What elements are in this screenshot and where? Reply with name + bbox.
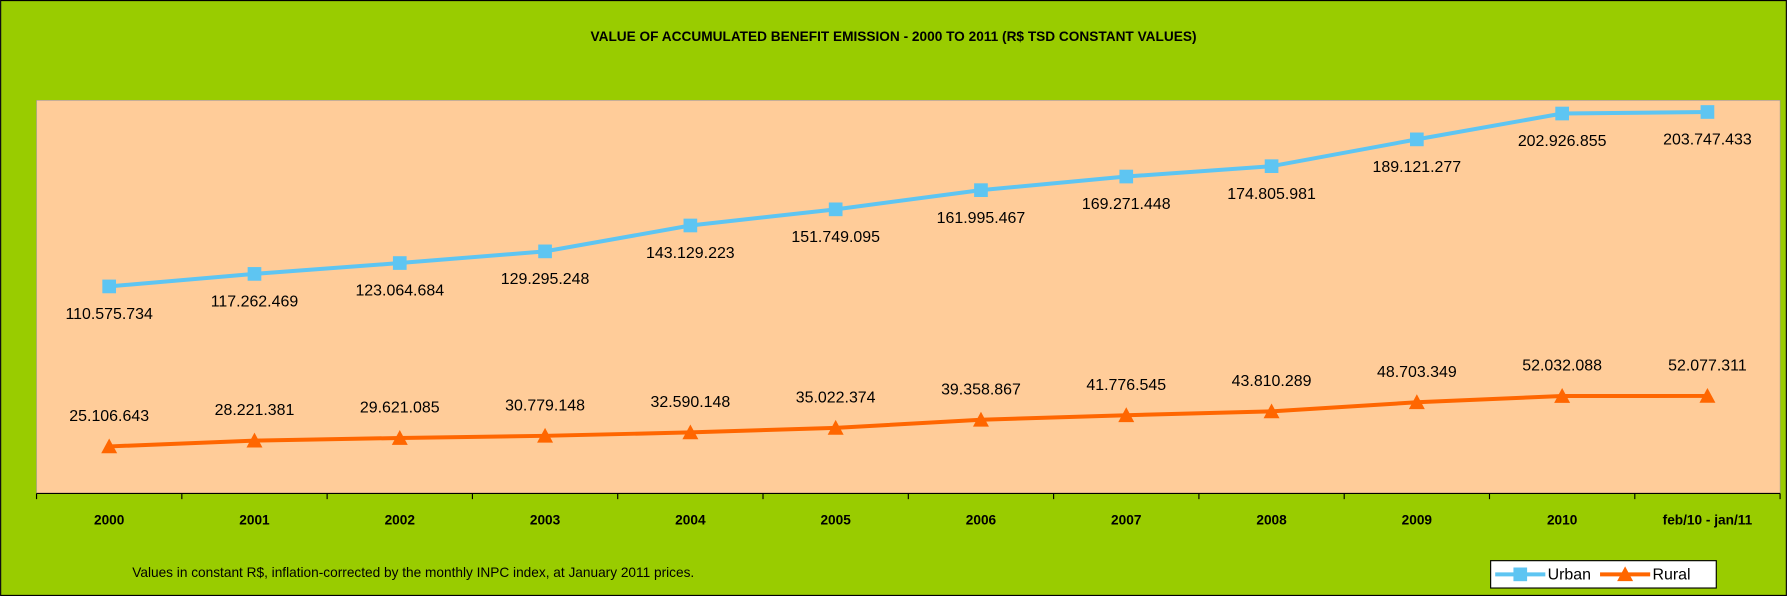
x-tick-label: 2004: [675, 512, 706, 527]
plot-area: [36, 99, 1781, 494]
marker: [828, 202, 843, 217]
data-label: 43.810.289: [1232, 373, 1312, 390]
data-label: 39.358.867: [941, 381, 1021, 398]
marker: [683, 218, 698, 233]
marker: [1264, 159, 1279, 174]
x-tick-label: 2003: [530, 512, 561, 527]
marker: [1410, 132, 1424, 147]
data-label: 48.703.349: [1377, 364, 1457, 381]
data-label: 202.926.855: [1518, 133, 1607, 150]
data-label: 32.590.148: [650, 394, 730, 411]
marker: [1554, 388, 1571, 403]
marker: [1513, 567, 1528, 582]
marker: [246, 432, 263, 448]
x-tick-label: 2010: [1547, 512, 1578, 527]
marker: [682, 424, 699, 440]
data-label: 189.121.277: [1373, 159, 1462, 176]
data-label: 117.262.469: [211, 294, 299, 311]
line: [109, 109, 1708, 289]
marker: [391, 430, 408, 445]
data-label: 25.106.643: [69, 408, 149, 425]
data-label: 203.747.433: [1663, 132, 1752, 149]
marker: [1263, 403, 1280, 419]
x-tick-label: 2006: [966, 512, 997, 527]
x-tick-label: 2009: [1402, 512, 1433, 527]
data-label: 143.129.223: [646, 245, 735, 262]
x-tick-label: 2000: [94, 512, 125, 527]
marker: [1617, 566, 1634, 582]
marker: [392, 256, 407, 270]
x-tick-label: 2001: [239, 512, 270, 527]
x-tick-label: 2005: [820, 512, 851, 527]
data-label: 35.022.374: [796, 389, 876, 406]
marker: [101, 438, 118, 454]
data-label: 151.749.095: [791, 229, 880, 246]
data-label: 41.776.545: [1086, 377, 1166, 394]
data-label: 52.032.088: [1522, 358, 1602, 375]
chart-title: VALUE OF ACCUMULATED BENEFIT EMISSION - …: [591, 29, 1197, 44]
marker: [1119, 169, 1134, 184]
x-tick-label: feb/10 - jan/11: [1663, 512, 1753, 527]
legend-label: Rural: [1652, 567, 1690, 584]
marker: [1700, 105, 1715, 119]
marker: [247, 267, 262, 281]
line: [109, 393, 1708, 449]
marker: [102, 279, 117, 294]
marker: [1118, 407, 1135, 423]
marker: [1699, 387, 1716, 403]
marker: [974, 183, 988, 197]
data-label: 110.575.734: [65, 306, 153, 323]
data-label: 174.805.981: [1227, 186, 1316, 203]
marker: [538, 244, 552, 259]
x-tick-label: 2007: [1111, 512, 1141, 527]
data-label: 28.221.381: [215, 402, 295, 419]
marker: [1555, 106, 1569, 121]
data-label: 169.271.448: [1082, 196, 1171, 213]
data-label: 29.621.085: [360, 400, 440, 417]
marker: [827, 419, 844, 435]
marker: [1408, 394, 1425, 410]
x-tick-label: 2008: [1256, 512, 1287, 527]
marker: [972, 411, 989, 427]
data-label: 30.779.148: [505, 397, 585, 414]
x-tick-label: 2002: [385, 512, 416, 527]
data-label: 123.064.684: [355, 283, 444, 300]
marker: [537, 427, 554, 443]
data-label: 52.077.311: [1668, 358, 1747, 375]
data-label: 161.995.467: [937, 210, 1026, 227]
footnote: Values in constant R$, inflation-correct…: [132, 565, 694, 580]
legend-label: Urban: [1548, 567, 1591, 584]
data-label: 129.295.248: [501, 271, 590, 288]
